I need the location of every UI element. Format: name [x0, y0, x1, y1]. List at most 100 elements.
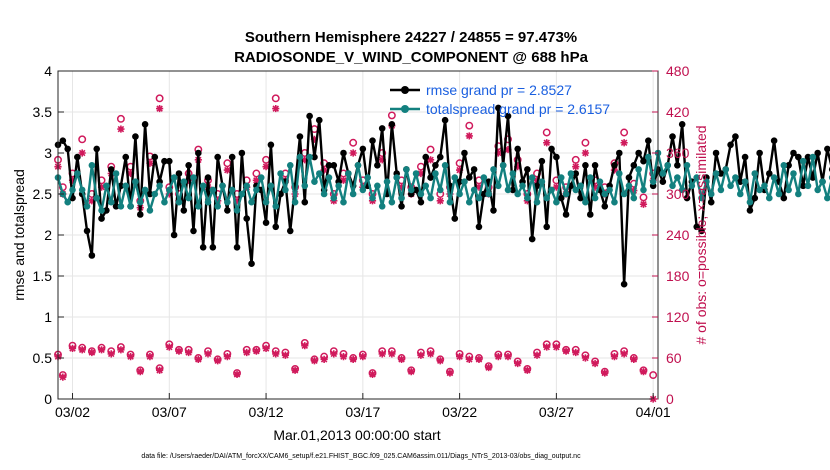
series-point-rmse — [562, 211, 570, 218]
obs-assimilated-offhour-marker — [310, 357, 319, 365]
obs-assimilated-offhour-marker — [485, 363, 493, 372]
series-point-totalspread — [582, 198, 589, 206]
obs-assimilated-synoptic-marker — [272, 104, 280, 113]
series-point-rmse — [175, 170, 183, 177]
series-point-rmse — [107, 166, 115, 173]
series-point-totalspread — [156, 182, 163, 190]
obs-assimilated-synoptic-marker — [310, 135, 319, 143]
series-point-totalspread — [606, 186, 613, 194]
series-point-rmse — [707, 198, 715, 206]
series-point-rmse — [465, 174, 473, 181]
series-point-rmse — [615, 149, 623, 157]
obs-assimilated-offhour-marker — [126, 353, 135, 361]
obs-assimilated-offhour-marker — [156, 366, 164, 374]
series-point-rmse — [378, 125, 386, 132]
series-point-totalspread — [98, 207, 105, 214]
series-point-rmse — [470, 166, 478, 173]
series-point-totalspread — [490, 166, 497, 173]
series-point-totalspread — [514, 190, 521, 198]
obs-assimilated-offhour-marker — [204, 350, 212, 358]
x-axis-label: Mar.01,2013 00:00:00 start — [273, 427, 440, 443]
series-point-totalspread — [795, 190, 802, 198]
series-point-totalspread — [567, 170, 575, 177]
obs-assimilated-synoptic-marker — [436, 197, 444, 205]
obs-assimilated-offhour-marker — [243, 348, 251, 357]
series-point-rmse — [548, 145, 555, 153]
series-point-rmse — [674, 162, 681, 169]
obs-assimilated-offhour-marker — [378, 350, 386, 358]
series-point-totalspread — [383, 178, 391, 185]
series-point-totalspread — [272, 203, 280, 210]
series-point-rmse — [267, 141, 275, 149]
obs-assimilated-offhour-marker — [59, 373, 67, 381]
obs-assimilated-synoptic-marker — [514, 163, 522, 171]
obs-assimilated-offhour-marker — [639, 368, 648, 376]
series-point-totalspread — [756, 186, 763, 194]
series-point-totalspread — [611, 198, 618, 206]
obs-possible-synoptic-marker — [571, 155, 580, 164]
series-point-rmse — [717, 170, 725, 177]
series-point-totalspread — [253, 186, 260, 194]
obs-possible-synoptic-marker — [116, 114, 125, 123]
series-point-totalspread — [775, 190, 783, 198]
series-point-totalspread — [296, 153, 304, 161]
series-point-rmse — [509, 186, 517, 194]
obs-assimilated-synoptic-marker — [68, 176, 77, 184]
obs-assimilated-synoptic-marker — [126, 169, 135, 178]
series-point-rmse — [64, 145, 71, 153]
series-point-rmse — [204, 174, 212, 181]
series-point-totalspread — [330, 194, 338, 202]
obs-possible-synoptic-marker — [542, 128, 551, 137]
series-point-totalspread — [543, 194, 551, 202]
y-tick-label: 0.5 — [33, 350, 53, 366]
series-point-rmse — [340, 149, 347, 157]
obs-assimilated-offhour-marker — [407, 368, 415, 376]
series-point-totalspread — [509, 170, 517, 177]
series-point-rmse — [436, 153, 444, 161]
obs-assimilated-synoptic-marker — [456, 166, 464, 174]
series-point-totalspread — [770, 174, 778, 181]
series-point-rmse — [712, 149, 720, 157]
series-point-totalspread — [127, 203, 134, 210]
series-point-totalspread — [562, 190, 570, 198]
series-point-rmse — [301, 198, 309, 206]
series-point-rmse — [659, 178, 667, 185]
obs-assimilated-offhour-marker — [233, 370, 241, 378]
series-point-rmse — [635, 149, 642, 157]
series-point-rmse — [514, 145, 521, 153]
series-point-totalspread — [799, 157, 807, 165]
obs-assimilated-offhour-marker — [272, 350, 280, 358]
series-point-totalspread — [175, 198, 183, 206]
chart-title-line1: Southern Hemisphere 24227 / 24855 = 97.4… — [245, 29, 577, 46]
obs-assimilated-offhour-marker — [107, 350, 115, 358]
obs-assimilated-synoptic-marker — [97, 183, 106, 191]
y-right-tick-label: 120 — [666, 309, 690, 325]
series-point-rmse — [262, 219, 270, 226]
series-point-totalspread — [224, 198, 231, 206]
series-point-totalspread — [712, 170, 720, 177]
obs-assimilated-synoptic-marker — [88, 197, 96, 205]
series-point-totalspread — [412, 170, 420, 177]
series-point-totalspread — [190, 174, 197, 181]
obs-assimilated-offhour-marker — [301, 342, 309, 350]
obs-possible-synoptic-marker — [349, 138, 358, 147]
series-point-totalspread — [195, 203, 202, 210]
series-point-totalspread — [465, 198, 473, 206]
series-point-rmse — [417, 198, 425, 206]
y-right-tick-label: 420 — [666, 104, 690, 120]
series-point-totalspread — [446, 198, 454, 206]
series-point-totalspread — [533, 198, 541, 206]
series-point-rmse — [591, 162, 599, 169]
obs-assimilated-synoptic-marker — [320, 166, 328, 174]
series-point-rmse — [461, 149, 468, 157]
series-point-totalspread — [132, 178, 139, 185]
series-point-totalspread — [732, 174, 739, 181]
series-point-rmse — [296, 133, 304, 140]
series-point-rmse — [388, 121, 396, 128]
obs-possible-synoptic-marker — [620, 128, 629, 137]
obs-assimilated-offhour-marker — [456, 353, 464, 361]
series-point-totalspread — [112, 170, 120, 177]
obs-assimilated-synoptic-marker — [581, 149, 590, 157]
series-point-rmse — [141, 121, 149, 128]
series-point-rmse — [741, 153, 749, 161]
